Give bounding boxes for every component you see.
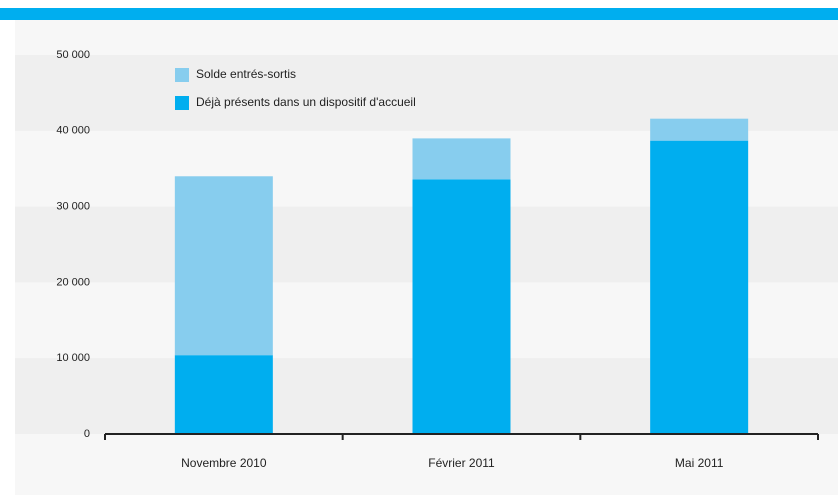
bar-segment <box>174 176 273 356</box>
bar-segment <box>412 138 511 180</box>
y-tick-label: 30 000 <box>56 201 90 213</box>
header-band <box>0 8 838 20</box>
y-tick-label: 40 000 <box>56 125 90 137</box>
x-tick-label: Novembre 2010 <box>181 456 267 470</box>
legend-swatch <box>175 68 189 82</box>
y-tick-label: 10 000 <box>56 352 90 364</box>
legend-label: Solde entrés-sortis <box>196 67 296 81</box>
bar-segment <box>412 179 511 434</box>
legend-swatch <box>175 96 189 110</box>
x-tick-label: Février 2011 <box>428 456 495 470</box>
y-tick-label: 0 <box>84 428 90 440</box>
bar-segment <box>650 118 749 141</box>
legend-label: Déjà présents dans un dispositif d'accue… <box>196 95 416 109</box>
bar-segment <box>174 355 273 434</box>
y-tick-label: 20 000 <box>56 276 90 288</box>
x-tick-label: Mai 2011 <box>675 456 724 470</box>
y-tick-label: 50 000 <box>56 49 90 61</box>
bar-segment <box>650 140 749 435</box>
grid-band <box>15 55 838 131</box>
